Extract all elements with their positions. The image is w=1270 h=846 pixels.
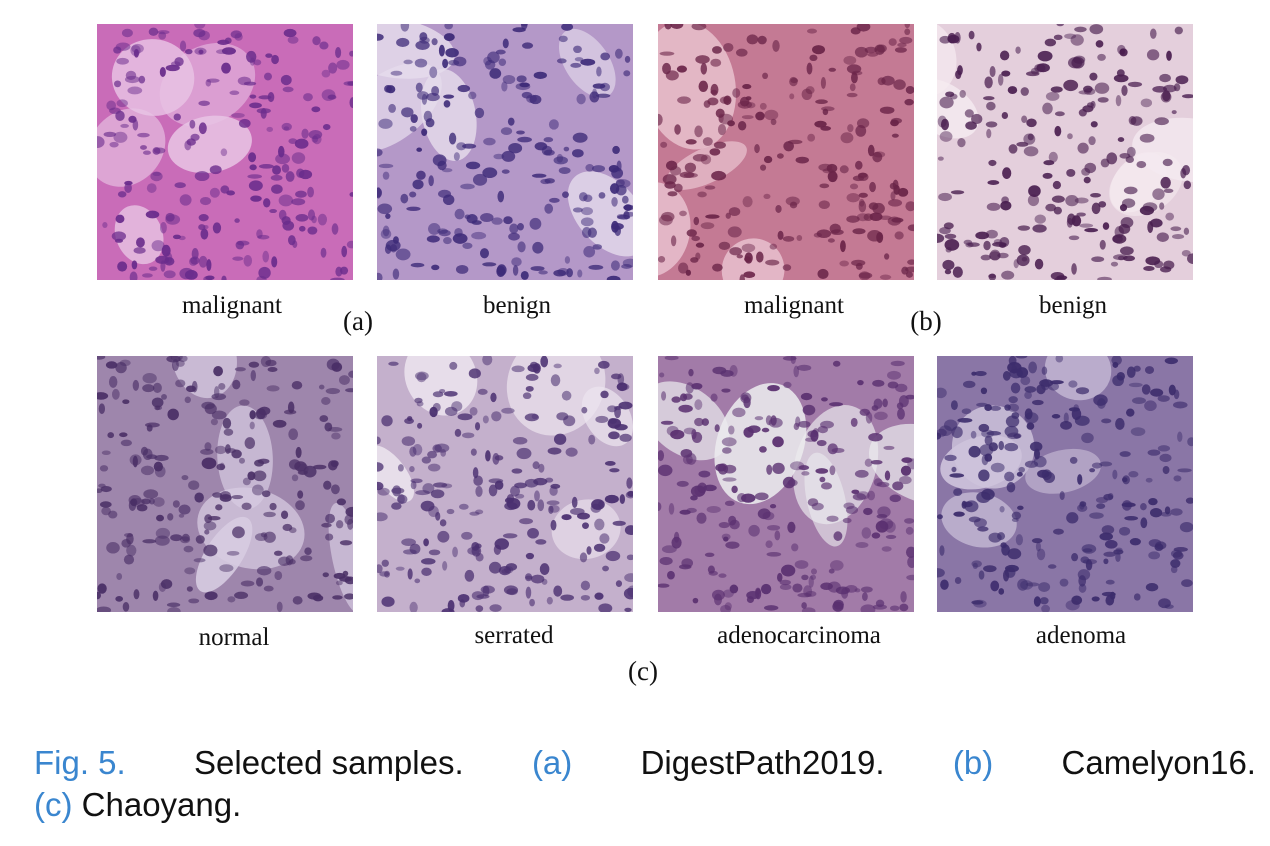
tissue-texture: [658, 24, 914, 280]
panel-label-c: (c): [628, 656, 658, 686]
caption-dataset-b: Camelyon16.: [1061, 744, 1256, 781]
tile-label-b-malignant: malignant: [744, 292, 844, 319]
caption-dataset-a: DigestPath2019.: [640, 744, 885, 781]
tile-label-c-serrated: serrated: [474, 622, 554, 649]
panel-label-b: (b): [910, 306, 942, 336]
histology-image-b-benign: [937, 24, 1193, 280]
tissue-texture: [658, 356, 914, 612]
histology-image-a-benign: [377, 24, 633, 280]
tile-label-b-benign: benign: [1038, 292, 1108, 319]
tissue-texture: [97, 24, 353, 280]
caption-text: Selected samples.: [194, 744, 464, 781]
panel-label-a: (a): [343, 306, 373, 336]
figure-caption: Fig. 5. Selected samples. (a) DigestPath…: [34, 742, 1256, 826]
caption-dataset-c: Chaoyang.: [81, 786, 242, 823]
histology-image-b-malignant: [658, 24, 914, 280]
caption-ref-a[interactable]: (a): [531, 744, 573, 781]
tissue-texture: [937, 356, 1193, 612]
histology-image-c-normal: [97, 356, 353, 612]
caption-ref-c[interactable]: (c): [34, 786, 73, 823]
tile-label-c-adenocarcinoma: adenocarcinoma: [717, 622, 881, 649]
tissue-texture: [377, 356, 633, 612]
histology-image-c-adenoma: [937, 356, 1193, 612]
tile-label-a-benign: benign: [482, 292, 552, 319]
histology-image-a-malignant: [97, 24, 353, 280]
histology-image-c-serrated: [377, 356, 633, 612]
tissue-texture: [937, 24, 1193, 280]
tile-label-a-malignant: malignant: [182, 292, 282, 319]
tissue-texture: [97, 356, 353, 612]
tile-label-c-normal: normal: [198, 624, 270, 651]
tissue-texture: [377, 24, 633, 280]
tile-label-c-adenoma: adenoma: [1035, 622, 1127, 649]
figure-number: Fig. 5.: [34, 744, 126, 781]
histology-image-c-adenocarcinoma: [658, 356, 914, 612]
caption-ref-b[interactable]: (b): [952, 744, 994, 781]
